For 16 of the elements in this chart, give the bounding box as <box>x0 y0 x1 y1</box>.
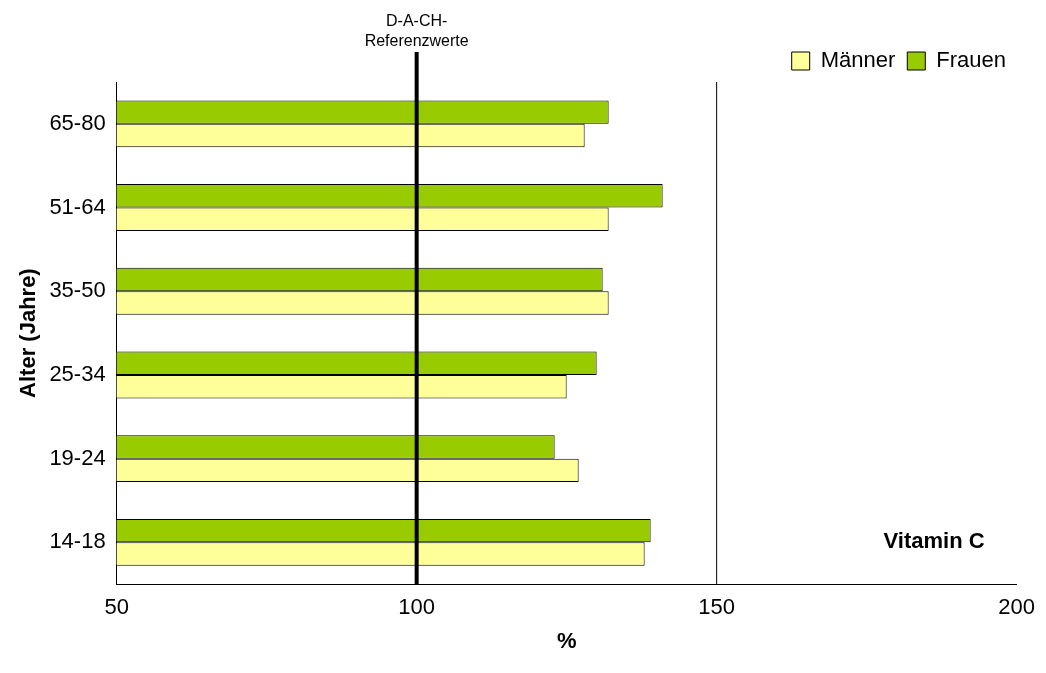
legend-label: Frauen <box>936 47 1007 73</box>
y-axis-title: Alter (Jahre) <box>15 268 41 398</box>
x-tick-label: 100 <box>398 594 436 620</box>
y-tick-label: 25-34 <box>49 361 106 387</box>
y-tick-label: 51-64 <box>49 193 106 219</box>
x-tick-label: 150 <box>698 594 736 620</box>
x-axis-title: % <box>556 627 577 653</box>
y-tick-label: 65-80 <box>49 109 106 135</box>
x-tick-label: 50 <box>104 594 129 620</box>
annotation: Vitamin C <box>883 528 985 554</box>
ref-line-label: D-A-CH- Referenzwerte <box>364 12 469 50</box>
y-tick-label: 35-50 <box>49 277 106 303</box>
x-tick-label: 200 <box>998 594 1036 620</box>
legend-label: Männer <box>820 47 896 73</box>
y-tick-label: 19-24 <box>49 444 106 470</box>
y-tick-label: 14-18 <box>49 528 106 554</box>
